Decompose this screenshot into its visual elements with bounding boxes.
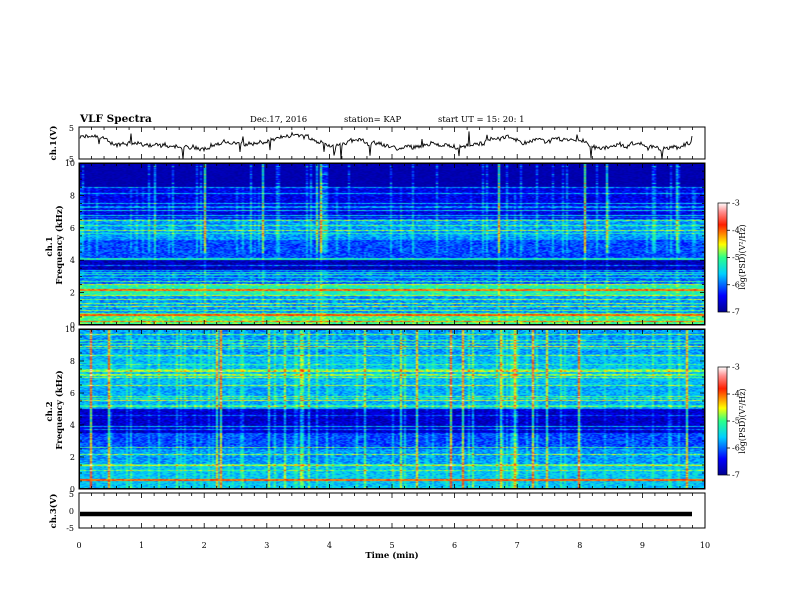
- ch3-waveform-ylabel: ch.3(V): [48, 494, 59, 529]
- freq-tick-label: 0: [70, 321, 75, 330]
- ch3-ytick-mid: 0: [69, 507, 74, 516]
- ch2-colorbar-label: log(PSD)(V²/Hz): [738, 388, 747, 453]
- ch1-waveform-trace: [79, 131, 693, 160]
- ch2-spec-ylabel-channel: ch.2: [45, 401, 55, 421]
- ch1-freq-axis: 0 2 4 6 8 10: [65, 159, 705, 330]
- colorbar-tick-label: -4: [732, 226, 740, 235]
- ch1-waveform-ylabel: ch.1(V): [48, 126, 59, 161]
- time-tick-label: 5: [389, 541, 394, 550]
- time-tick-label: 10: [700, 541, 710, 550]
- ch1-spectrogram-image: [80, 164, 704, 324]
- ch2-spec-ylabel: ch.2 Frequency (kHz): [45, 370, 65, 449]
- ch3-ytick-bottom: -5: [66, 524, 74, 533]
- ch1-ytick-bottom: -5: [66, 155, 74, 164]
- ch2-spectrogram-image: [80, 330, 704, 488]
- freq-tick-label: 4: [70, 256, 75, 265]
- ch3-waveform-panel: 5 0 -5 ch.3(V): [48, 490, 706, 533]
- time-tick-label: 2: [202, 541, 207, 550]
- ch1-colorbar-label: log(PSD)(V²/Hz): [738, 224, 747, 289]
- ch2-freq-axis: 0 2 4 6 8 10: [65, 325, 705, 494]
- colorbar-tick-label: -7: [732, 471, 740, 480]
- ch2-colorbar-ticks: -3 -4 -5 -6 -7: [727, 363, 740, 480]
- figure-title: VLF Spectra: [79, 113, 152, 125]
- time-tick-label: 6: [452, 541, 457, 550]
- ch1-colorbar-ticks: -3 -4 -5 -6 -7: [727, 199, 740, 317]
- time-tick-label: 9: [640, 541, 645, 550]
- freq-tick-label: 8: [70, 191, 75, 200]
- colorbar-tick-label: -3: [732, 363, 740, 372]
- ch1-ytick-top: 5: [69, 124, 74, 133]
- time-axis-labels: 0 1 2 3 4 5 6 7 8 9 10: [76, 541, 710, 550]
- colorbar-tick-label: -3: [732, 199, 740, 208]
- time-tick-label: 7: [515, 541, 520, 550]
- ch2-colorbar: [717, 366, 728, 476]
- time-tick-label: 1: [139, 541, 144, 550]
- freq-tick-label: 2: [70, 453, 75, 462]
- colorbar-tick-label: -6: [732, 444, 740, 453]
- freq-tick-label: 6: [70, 389, 75, 398]
- colorbar-tick-label: -5: [732, 253, 740, 262]
- ch1-spec-ylabel-freq: Frequency (kHz): [54, 205, 65, 284]
- time-axis-title: Time (min): [365, 550, 418, 561]
- colorbar-tick-label: -5: [732, 417, 740, 426]
- time-tick-label: 0: [76, 541, 81, 550]
- freq-tick-label: 0: [70, 485, 75, 494]
- time-ticks: [78, 127, 706, 528]
- ch3-waveform-frame: [78, 492, 706, 529]
- ch1-colorbar: [717, 202, 728, 313]
- freq-tick-label: 6: [70, 224, 75, 233]
- ch3-ytick-top: 5: [69, 490, 74, 499]
- freq-tick-label: 10: [65, 325, 75, 334]
- freq-tick-label: 4: [70, 421, 75, 430]
- figure-date: Dec.17, 2016: [250, 115, 307, 125]
- ch1-waveform-panel: 5 -5 ch.1(V): [48, 124, 706, 164]
- ch1-spec-ylabel-channel: ch.1: [45, 236, 55, 256]
- freq-tick-label: 8: [70, 357, 75, 366]
- figure-start-time: start UT = 15: 20: 1: [438, 115, 525, 125]
- time-tick-label: 8: [577, 541, 582, 550]
- freq-tick-label: 10: [65, 159, 75, 168]
- figure-station: station= KAP: [344, 115, 402, 125]
- time-tick-label: 3: [264, 541, 269, 550]
- time-tick-label: 4: [327, 541, 332, 550]
- colorbar-tick-label: -7: [732, 308, 740, 317]
- colorbar-tick-label: -6: [732, 280, 740, 289]
- ch1-spec-ylabel: ch.1 Frequency (kHz): [45, 205, 65, 284]
- colorbar-tick-label: -4: [732, 390, 740, 399]
- ch2-spec-ylabel-freq: Frequency (kHz): [54, 370, 65, 449]
- freq-tick-label: 2: [70, 289, 75, 298]
